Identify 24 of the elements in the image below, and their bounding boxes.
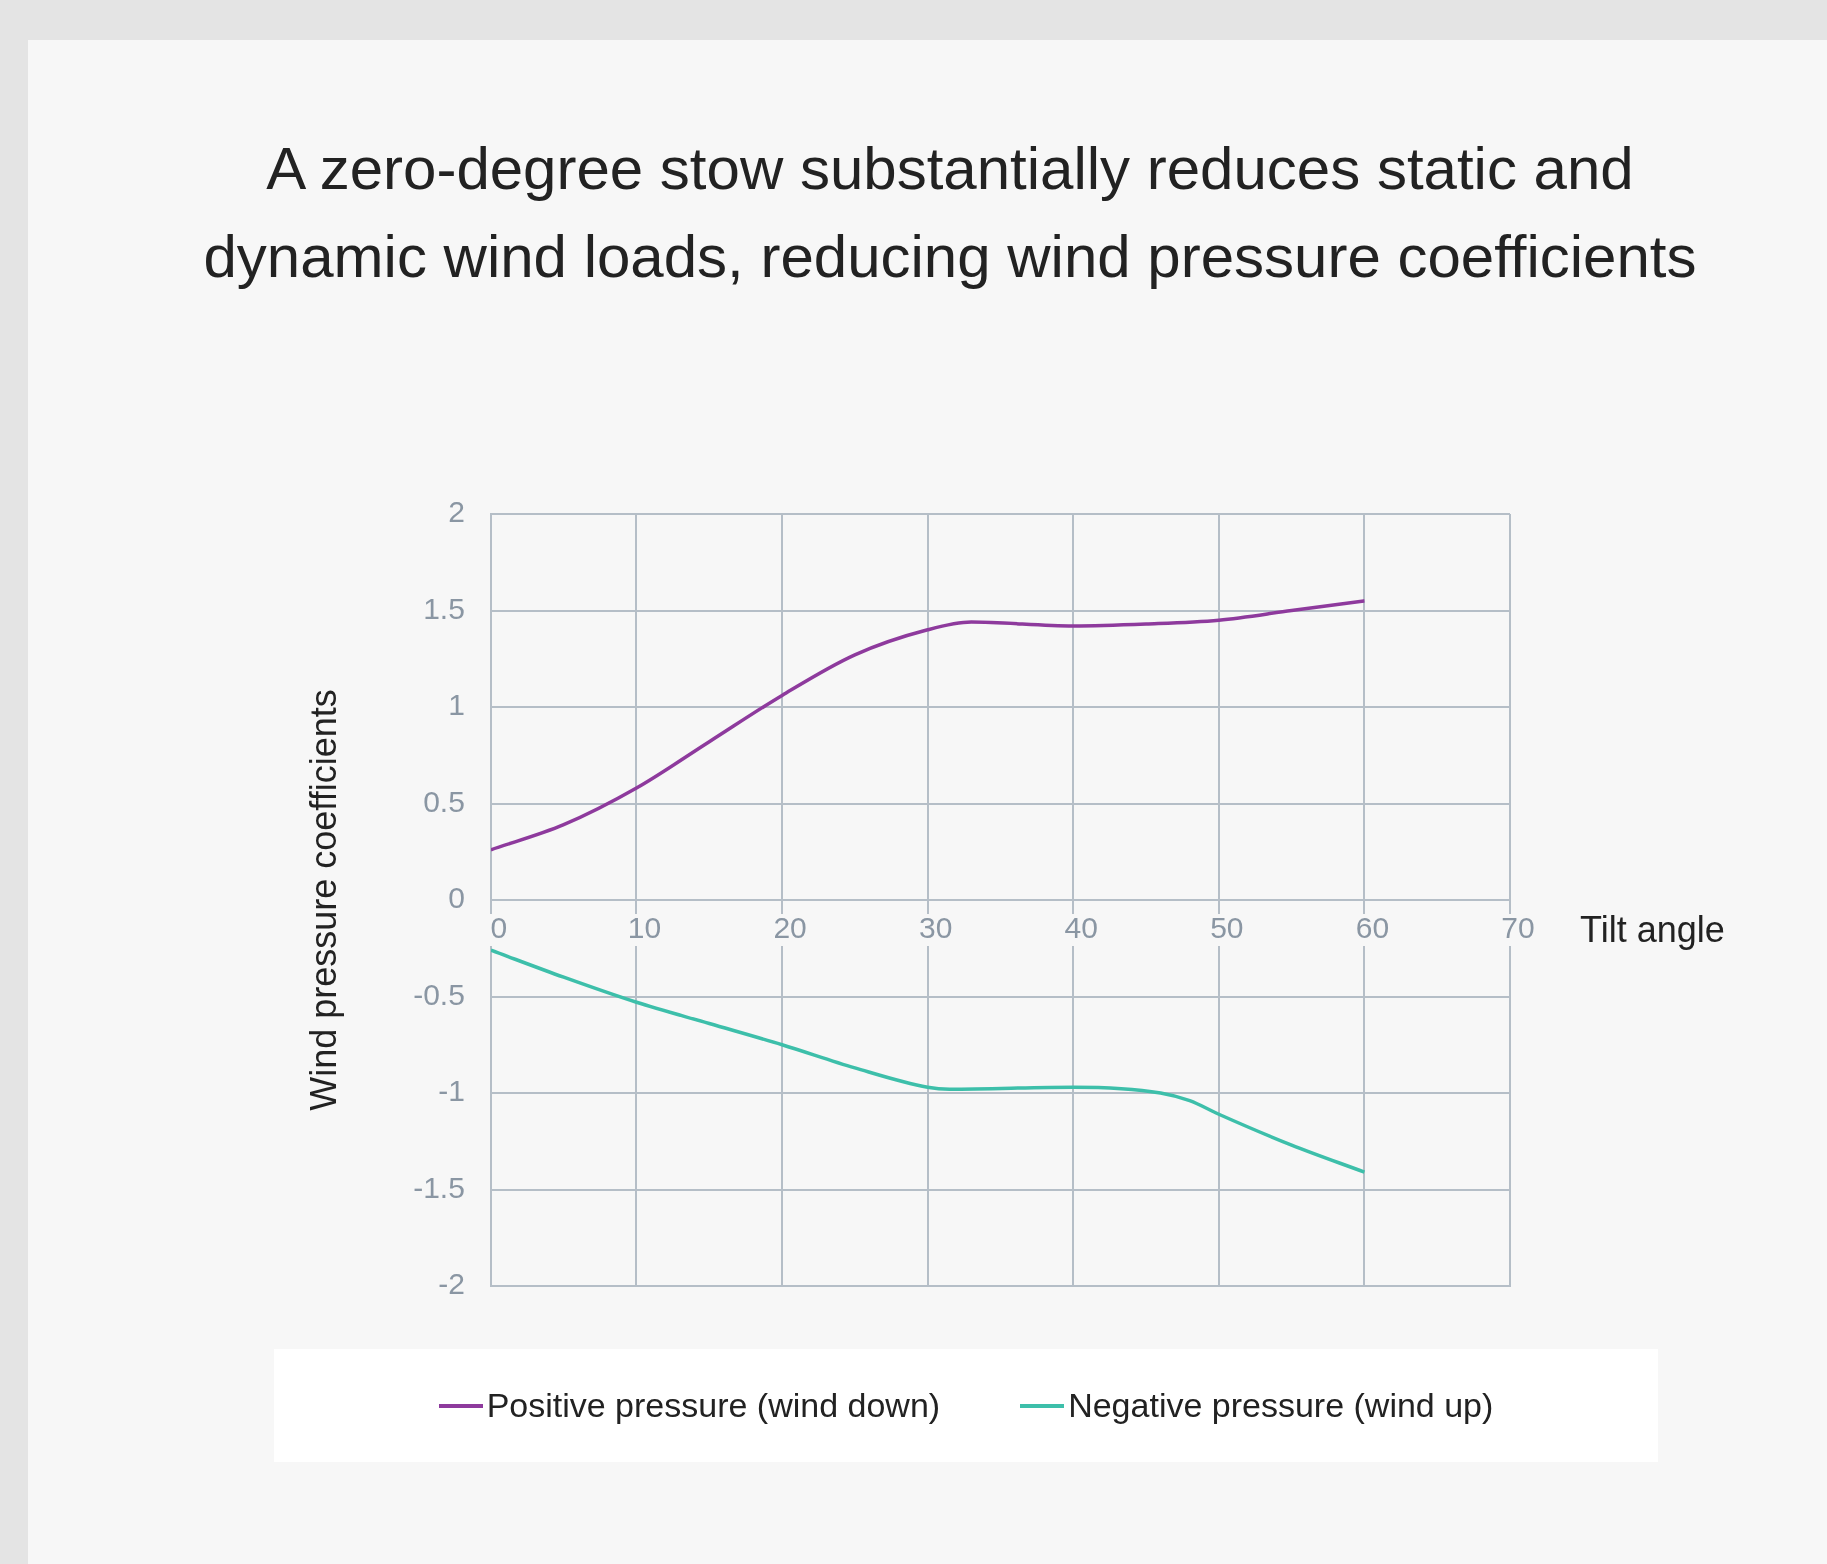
line-series xyxy=(490,599,1367,852)
y-tick-label: 0.5 xyxy=(423,784,465,818)
chart-title: A zero-degree stow substantially reduces static and dynamic wind loads, reducing wind pressure coefficients xyxy=(202,134,1698,292)
y-tick-label: -1.5 xyxy=(413,1170,465,1204)
y-tick-label: -1 xyxy=(438,1074,465,1108)
y-tick-label: -0.5 xyxy=(413,977,465,1011)
legend-label: Positive pressure (wind down) xyxy=(486,1386,941,1425)
legend-label: Negative pressure (wind up) xyxy=(1068,1386,1494,1425)
x-axis-title: Tilt angle xyxy=(1580,908,1725,950)
x-tick-label: 50 xyxy=(1210,911,1244,945)
y-tick-label: 1 xyxy=(448,688,465,722)
y-tick-label: -2 xyxy=(438,1267,465,1301)
x-tick-label: 10 xyxy=(627,911,662,945)
line-series xyxy=(490,948,1367,1174)
x-tick-label: 30 xyxy=(918,911,953,945)
x-tick-label: 60 xyxy=(1355,911,1390,945)
y-tick-label: 1.5 xyxy=(423,591,465,625)
y-tick-label: 2 xyxy=(448,495,465,529)
x-tick-label: 70 xyxy=(1501,911,1535,945)
y-axis-title: Wind pressure coefficients xyxy=(302,689,344,1111)
x-tick-label: 40 xyxy=(1064,911,1098,945)
x-tick-label: 20 xyxy=(773,911,807,945)
x-tick-label: 0 xyxy=(490,911,508,945)
y-tick-label: 0 xyxy=(448,881,465,915)
